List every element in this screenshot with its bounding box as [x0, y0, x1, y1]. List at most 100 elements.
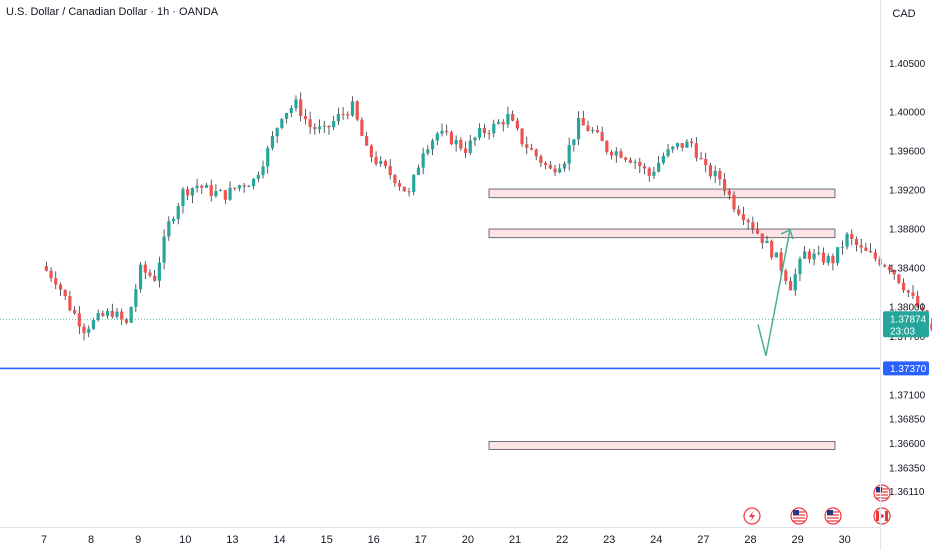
candle-up: [473, 137, 477, 141]
candle-down: [718, 170, 722, 180]
candle-down: [82, 326, 86, 333]
zones-layer: [488, 188, 836, 450]
candle-up: [817, 252, 821, 254]
candle-down: [708, 165, 713, 177]
candle-down: [398, 183, 402, 187]
candle-down: [624, 157, 628, 160]
price-tick-label: 1.39200: [889, 186, 926, 197]
price-tick-label: 1.39600: [889, 147, 926, 158]
candle-down: [586, 125, 590, 132]
candle-up: [247, 186, 251, 188]
candle-up: [138, 264, 143, 290]
time-tick-label: 30: [839, 534, 851, 546]
candle-down: [200, 185, 204, 188]
candle-down: [892, 269, 896, 275]
price-tick-label: 1.38800: [889, 225, 926, 236]
us-flag-icon[interactable]: [790, 507, 808, 525]
time-tick-label: 16: [368, 534, 380, 546]
candle-down: [741, 214, 746, 221]
candle-up: [332, 121, 336, 128]
candle-up: [496, 122, 501, 124]
candle-down: [327, 125, 331, 128]
time-tick-label: 15: [320, 534, 332, 546]
candle-up: [803, 251, 807, 259]
candle-up: [793, 274, 797, 291]
candle-up: [261, 166, 265, 176]
candle-down: [120, 311, 124, 320]
candle-down: [365, 136, 369, 146]
price-tick-label: 1.36850: [889, 415, 926, 426]
candle-down: [242, 185, 246, 187]
candle-up: [322, 125, 326, 127]
candle-down: [821, 252, 826, 263]
candle-up: [661, 155, 665, 163]
price-tick-label: 1.36350: [889, 463, 926, 474]
candle-down: [383, 160, 388, 166]
candle-up: [591, 129, 595, 132]
candle-down: [63, 289, 67, 297]
candle-up: [478, 128, 482, 138]
candle-down: [407, 191, 411, 193]
time-tick-label: 24: [650, 534, 662, 546]
candle-up: [115, 311, 119, 317]
candle-down: [751, 222, 755, 229]
us-flag-icon[interactable]: [824, 507, 842, 525]
candle-down: [694, 143, 698, 158]
candle-down: [788, 280, 793, 291]
time-tick-label: 7: [41, 534, 47, 546]
candle-up: [492, 123, 496, 134]
candle-up: [774, 252, 779, 258]
time-tick-label: 17: [415, 534, 427, 546]
candle-down: [869, 250, 873, 253]
price-tick-label: 1.37100: [889, 390, 926, 401]
flash-icon[interactable]: [743, 507, 761, 525]
candle-down: [595, 129, 600, 133]
us-flag-icon[interactable]: [873, 484, 891, 502]
candle-down: [831, 256, 835, 264]
current-price-label: [883, 311, 929, 338]
candle-up: [190, 188, 194, 196]
price-tick-label: 1.38000: [889, 303, 926, 314]
candle-down: [369, 145, 373, 158]
lines-layer: [0, 228, 880, 370]
candle-up: [181, 189, 185, 207]
candle-up: [214, 191, 218, 196]
candle-up: [270, 136, 275, 149]
time-axis: 7 8 9 10 13 14 15 16 17 20 21 22 23 24 27 28 29 30: [41, 534, 851, 546]
candle-up: [256, 175, 260, 179]
time-tick-label: 27: [697, 534, 709, 546]
candle-down: [732, 194, 736, 210]
time-tick-label: 10: [179, 534, 191, 546]
candle-down: [299, 99, 303, 117]
canada-flag-icon[interactable]: [873, 507, 891, 525]
candle-down: [374, 157, 378, 164]
candle-down: [619, 151, 623, 158]
candle-up: [671, 146, 675, 150]
candle-up: [336, 113, 340, 122]
projection-arrowhead: [780, 228, 794, 240]
candle-up: [468, 140, 472, 154]
candle-up: [317, 126, 322, 130]
candle-down: [704, 159, 708, 166]
candle-up: [171, 218, 176, 222]
candle-up: [836, 247, 840, 264]
candle-down: [209, 185, 213, 196]
candle-down: [529, 147, 534, 150]
support-price-label: [883, 361, 929, 376]
candle-down: [873, 252, 877, 259]
candle-up: [237, 185, 242, 189]
candle-down: [186, 189, 190, 196]
candle-down: [737, 209, 741, 215]
time-tick-label: 21: [509, 534, 521, 546]
candle-down: [755, 228, 760, 234]
price-tick-label: 1.40000: [889, 108, 926, 119]
candle-down: [901, 282, 906, 291]
candle-up: [440, 130, 444, 134]
current-price-value: 1.37874: [890, 314, 927, 325]
candle-down: [49, 270, 53, 279]
currency-label[interactable]: CAD: [892, 8, 916, 20]
candle-down: [722, 179, 727, 191]
candle-up: [219, 190, 223, 192]
candle-up: [134, 289, 138, 307]
